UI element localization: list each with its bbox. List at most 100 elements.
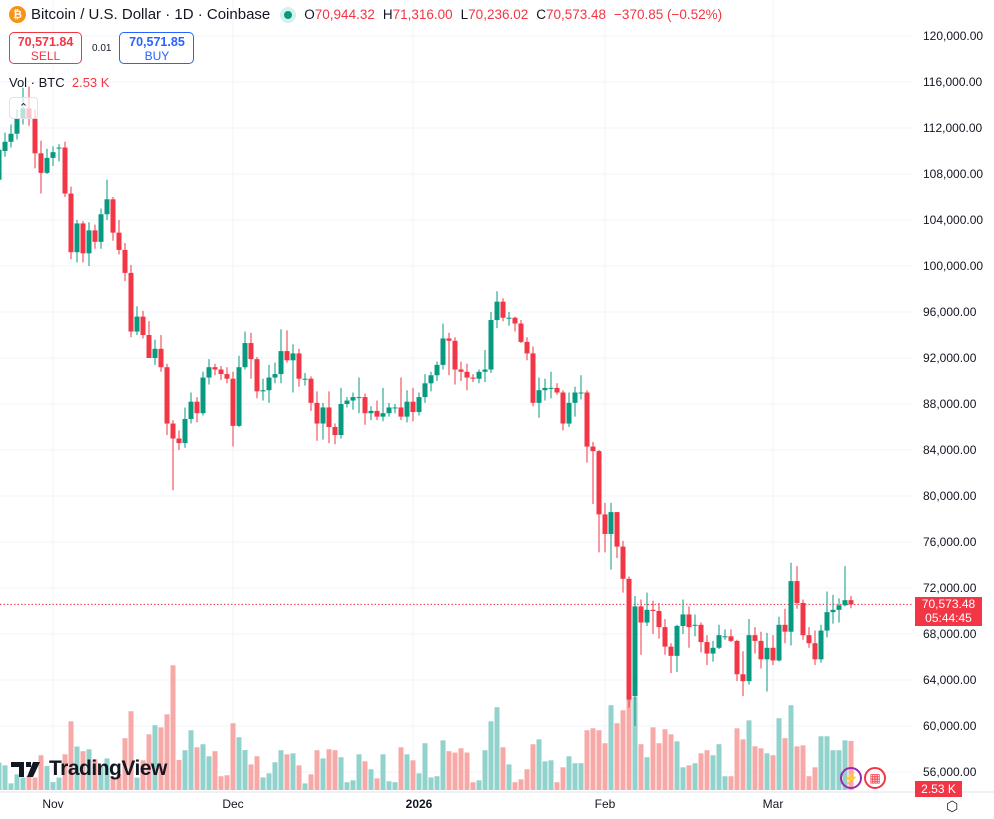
candle-body — [134, 316, 140, 332]
high-label: H — [382, 7, 393, 22]
candle-body — [590, 446, 596, 452]
candle-body — [650, 609, 656, 611]
volume-bar — [608, 705, 614, 790]
candle-body — [380, 413, 386, 417]
lightning-icon[interactable]: ⚡ — [840, 767, 862, 789]
candle-body — [482, 369, 488, 372]
symbol-title[interactable]: Bitcoin / U.S. Dollar · 1D · Coinbase — [31, 6, 271, 23]
candle-body — [326, 407, 332, 427]
candle-body — [188, 401, 194, 419]
candle-body — [320, 407, 326, 424]
volume-bar — [260, 777, 266, 790]
volume-bar — [680, 767, 686, 790]
candle-body — [194, 401, 200, 414]
volume-bar — [464, 752, 470, 790]
volume-bar — [602, 743, 608, 790]
volume-bar — [122, 738, 128, 790]
volume-legend[interactable]: Vol · BTC 2.53 K — [9, 75, 109, 90]
market-status-icon[interactable] — [280, 6, 297, 23]
sell-button[interactable]: 70,571.84 SELL — [9, 32, 82, 64]
candle-body — [356, 397, 362, 399]
candle-body — [140, 316, 146, 335]
candle-body — [644, 609, 650, 623]
volume-bar — [440, 740, 446, 790]
volume-bar — [362, 761, 368, 790]
candle-body — [398, 407, 404, 417]
volume-bar — [80, 751, 86, 790]
candle-body — [386, 407, 392, 414]
volume-bar — [164, 714, 170, 790]
candle-body — [752, 635, 758, 641]
candle-body — [836, 605, 842, 610]
candle-body — [458, 369, 464, 372]
candle-body — [92, 230, 98, 242]
volume-bar — [800, 745, 806, 790]
volume-bar — [248, 764, 254, 790]
settings-icon[interactable]: ⬡ — [946, 798, 959, 814]
candle-body — [62, 147, 68, 194]
open-label: O — [304, 7, 315, 22]
buy-price: 70,571.85 — [129, 35, 185, 49]
volume-bar — [746, 720, 752, 790]
volume-bar — [116, 774, 122, 790]
candle-body — [284, 351, 290, 361]
candle-body — [50, 152, 56, 158]
candle-body — [302, 378, 308, 380]
candle-body — [2, 141, 8, 151]
price-axis-label: 80,000.00 — [923, 489, 977, 503]
volume-bar — [356, 754, 362, 790]
candle-body — [332, 427, 338, 436]
volume-bar — [266, 773, 272, 790]
volume-bar — [140, 760, 146, 790]
volume-bar — [350, 780, 356, 790]
volume-bar — [398, 747, 404, 790]
candle-body — [818, 630, 824, 660]
volume-bar — [668, 734, 674, 790]
bar-countdown: 05:44:45 — [925, 611, 972, 625]
candle-body — [86, 230, 92, 254]
volume-bar — [470, 782, 476, 790]
buy-button[interactable]: 70,571.85 BUY — [119, 32, 195, 64]
volume-bar — [332, 750, 338, 790]
volume-bar — [410, 760, 416, 790]
volume-bar — [596, 730, 602, 790]
price-axis-label: 68,000.00 — [923, 627, 977, 641]
open-value: 70,944.32 — [314, 7, 375, 22]
candle-body — [704, 642, 710, 654]
volume-bar — [458, 748, 464, 790]
candle-body — [614, 512, 620, 547]
tradingview-logo[interactable]: TradingView — [11, 757, 167, 781]
volume-bar — [14, 774, 20, 790]
volume-bar — [692, 763, 698, 790]
volume-bar — [626, 692, 632, 790]
volume-bar — [752, 746, 758, 790]
candle-body — [656, 611, 662, 628]
us-flag-icon[interactable]: ▦ — [864, 767, 886, 789]
candle-body — [626, 578, 632, 700]
volume-bar — [110, 777, 116, 790]
candle-body — [746, 635, 752, 682]
candle-body — [260, 390, 266, 392]
volume-bar — [638, 744, 644, 790]
candle-body — [686, 614, 692, 628]
collapse-legend-button[interactable]: ⌃ — [9, 97, 38, 119]
candle-body — [416, 397, 422, 413]
volume-bar — [554, 782, 560, 790]
volume-bar — [620, 710, 626, 790]
candle-body — [314, 402, 320, 424]
volume-bar — [224, 775, 230, 790]
volume-bar — [386, 781, 392, 790]
candle-body — [536, 390, 542, 403]
volume-bar — [566, 756, 572, 790]
candle-body — [776, 624, 782, 661]
volume-bar — [614, 723, 620, 790]
candle-body — [734, 640, 740, 675]
candle-body — [758, 640, 764, 660]
volume-bar — [146, 734, 152, 790]
candle-body — [230, 378, 236, 426]
candle-body — [410, 401, 416, 413]
volume-bar — [416, 773, 422, 790]
price-axis-label: 92,000.00 — [923, 351, 977, 365]
volume-bar — [212, 751, 218, 790]
